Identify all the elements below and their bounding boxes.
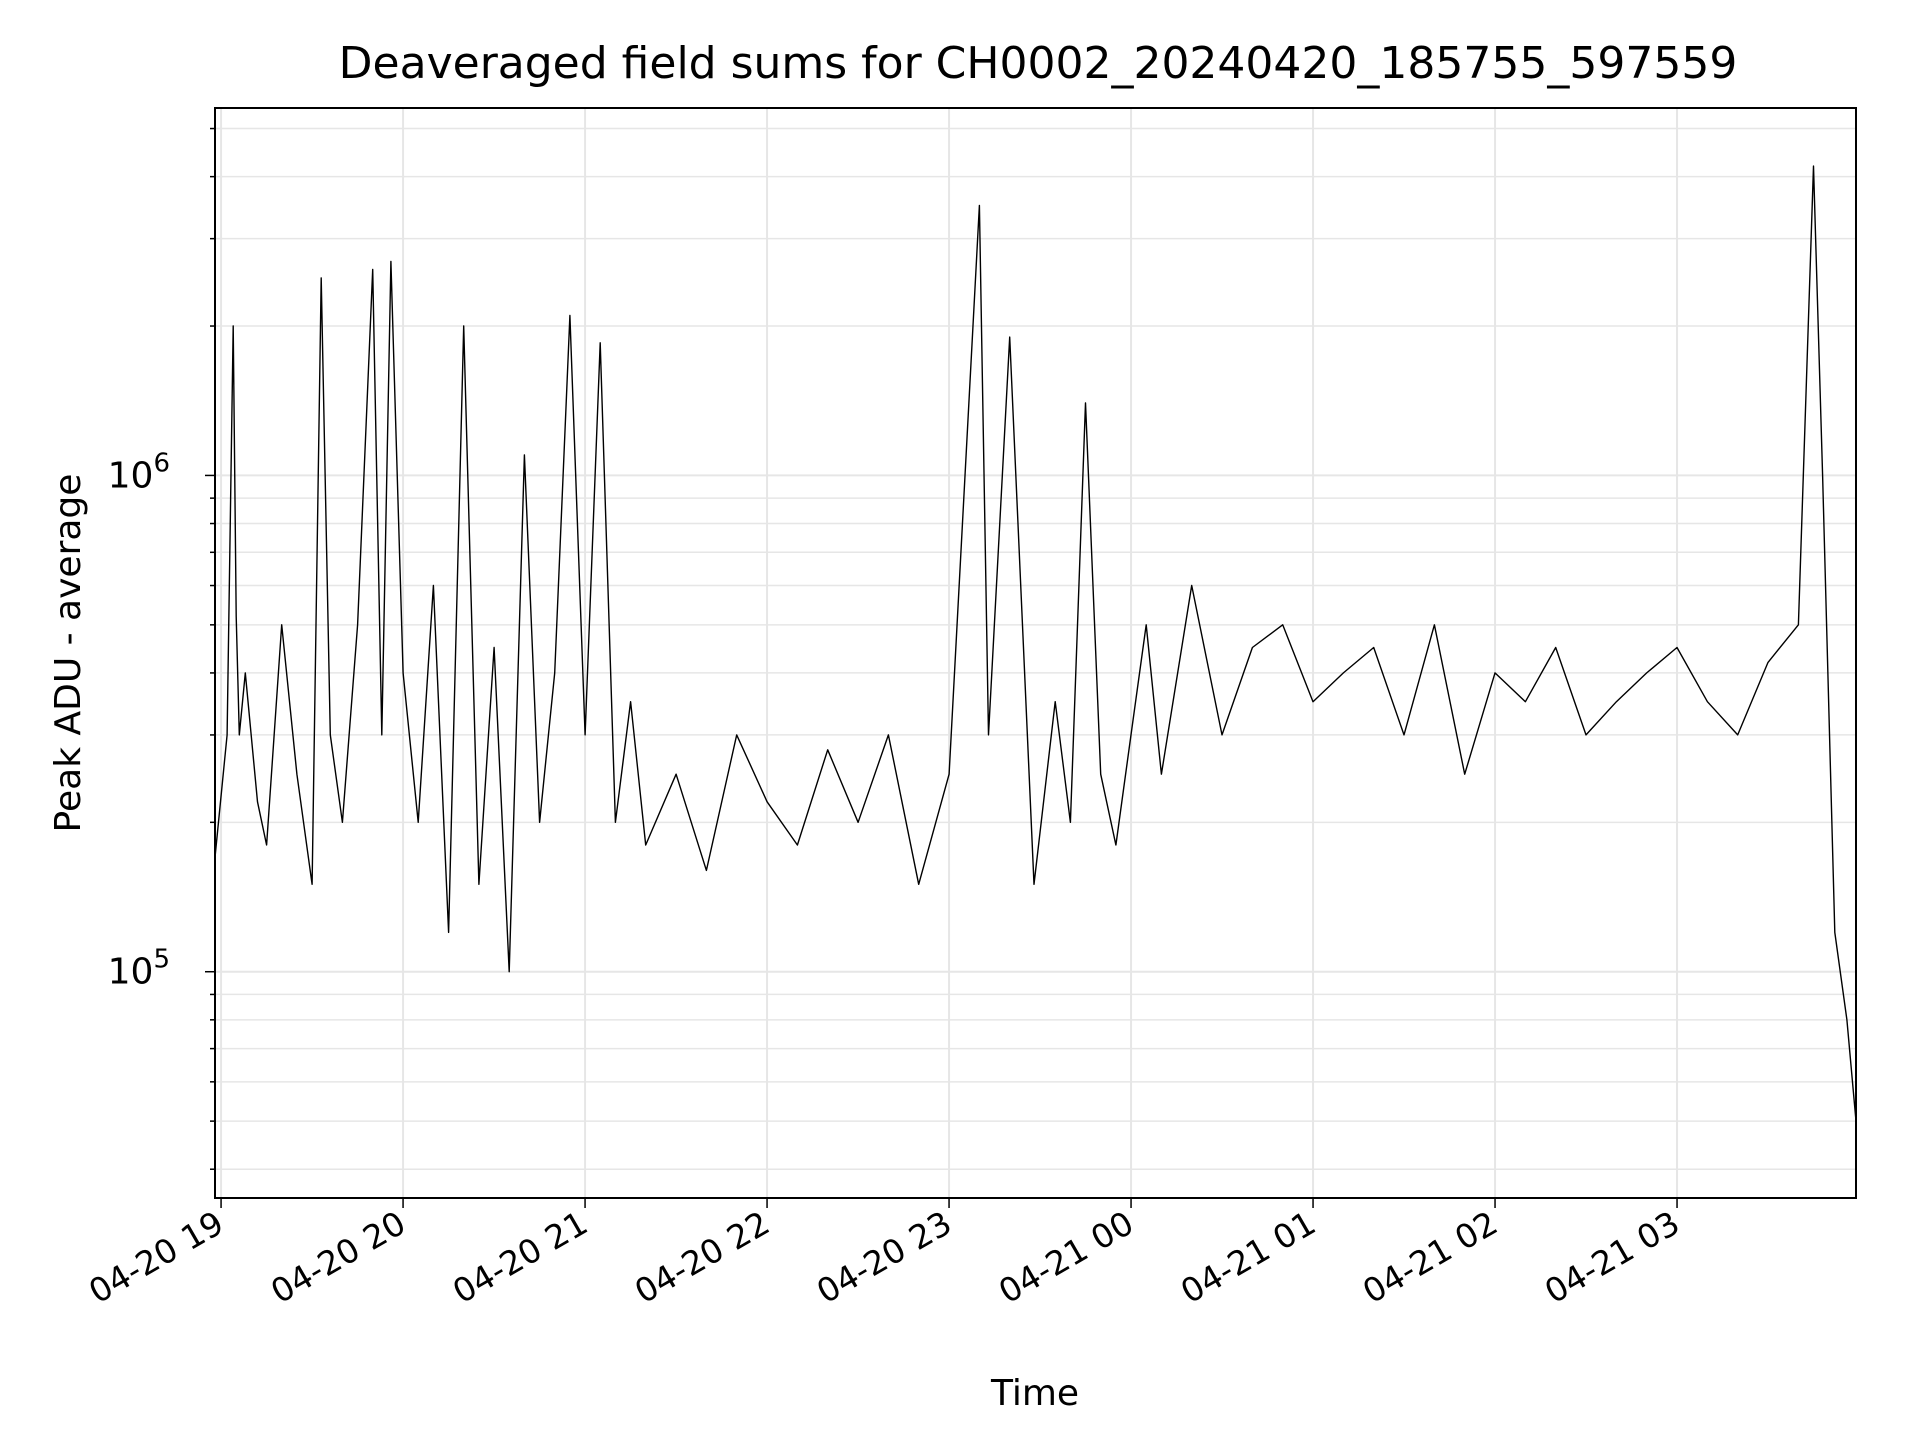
series-line bbox=[214, 165, 1857, 1122]
y-tick-label: 105 bbox=[108, 945, 170, 993]
plot-frame bbox=[214, 107, 1857, 1199]
y-axis-label: Peak ADU - average bbox=[48, 474, 89, 833]
data-layer bbox=[214, 165, 1857, 1122]
chart-title: Deaveraged field sums for CH0002_2024042… bbox=[339, 38, 1738, 89]
y-tick-label: 106 bbox=[108, 448, 170, 496]
x-axis-label: Time bbox=[990, 1373, 1079, 1414]
